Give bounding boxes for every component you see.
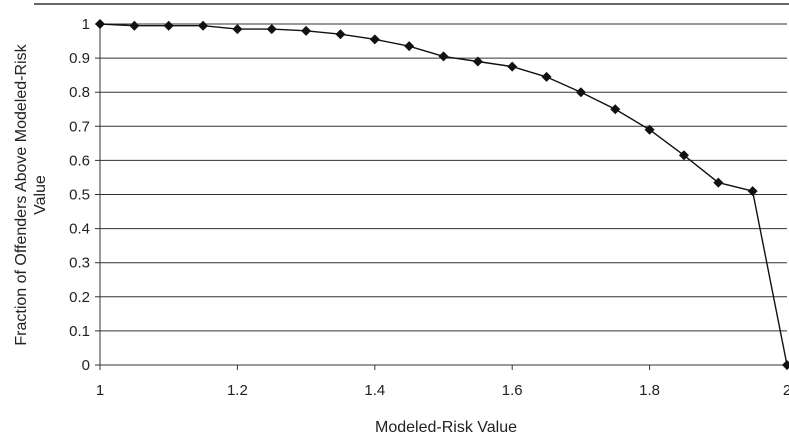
- data-point-marker: [301, 25, 312, 36]
- data-point-marker: [575, 87, 586, 98]
- data-point-marker: [713, 177, 724, 188]
- y-tick-label: 0.8: [69, 84, 90, 101]
- data-point-marker: [507, 61, 518, 72]
- axes: [95, 22, 788, 370]
- y-tick-label: 0.1: [69, 323, 90, 340]
- y-tick-label: 0.4: [69, 221, 90, 238]
- data-point-marker: [541, 71, 552, 82]
- data-point-marker: [404, 41, 415, 52]
- tick-labels: 0 0.1 0.2 0.3 0.4 0.5 0.6 0.7 0.8 0.9 1 1 1.2 1.4 1.6 1…: [69, 16, 789, 399]
- y-axis-title-line-1: Fraction of Offenders Above Modeled-Risk: [13, 43, 30, 345]
- data-point-marker: [472, 56, 483, 67]
- y-tick-label: 0.7: [69, 118, 90, 135]
- y-tick-label: 0: [82, 357, 90, 374]
- x-tick-label: 1.6: [502, 382, 523, 399]
- gridlines: [100, 23, 787, 332]
- data-point-marker: [198, 20, 209, 31]
- data-point-marker: [644, 124, 655, 135]
- x-tick-label: 2: [783, 382, 789, 399]
- y-tick-label: 0.6: [69, 152, 90, 169]
- series: [95, 19, 789, 370]
- data-point-marker: [129, 20, 140, 31]
- x-tick-label: 1: [96, 382, 104, 399]
- y-tick-label: 0.2: [69, 289, 90, 306]
- y-axis-title-line-2: Value: [32, 175, 49, 215]
- y-tick-label: 0.5: [69, 187, 90, 204]
- x-tick-label: 1.8: [639, 382, 660, 399]
- y-tick-label: 0.3: [69, 255, 90, 272]
- y-tick-label: 1: [82, 16, 90, 33]
- data-point-marker: [163, 20, 174, 31]
- data-point-marker: [232, 24, 243, 35]
- x-tick-label: 1.4: [364, 382, 385, 399]
- data-point-marker: [678, 150, 689, 161]
- x-tick-label: 1.2: [227, 382, 248, 399]
- x-axis-title: Modeled-Risk Value: [375, 419, 517, 436]
- data-point-marker: [369, 34, 380, 45]
- data-point-marker: [782, 360, 789, 370]
- data-point-marker: [335, 29, 346, 40]
- data-point-marker: [266, 24, 277, 35]
- data-point-marker: [610, 104, 621, 115]
- data-point-marker: [747, 186, 758, 197]
- data-point-marker: [438, 51, 449, 62]
- data-point-marker: [95, 19, 105, 29]
- y-tick-label: 0.9: [69, 50, 90, 67]
